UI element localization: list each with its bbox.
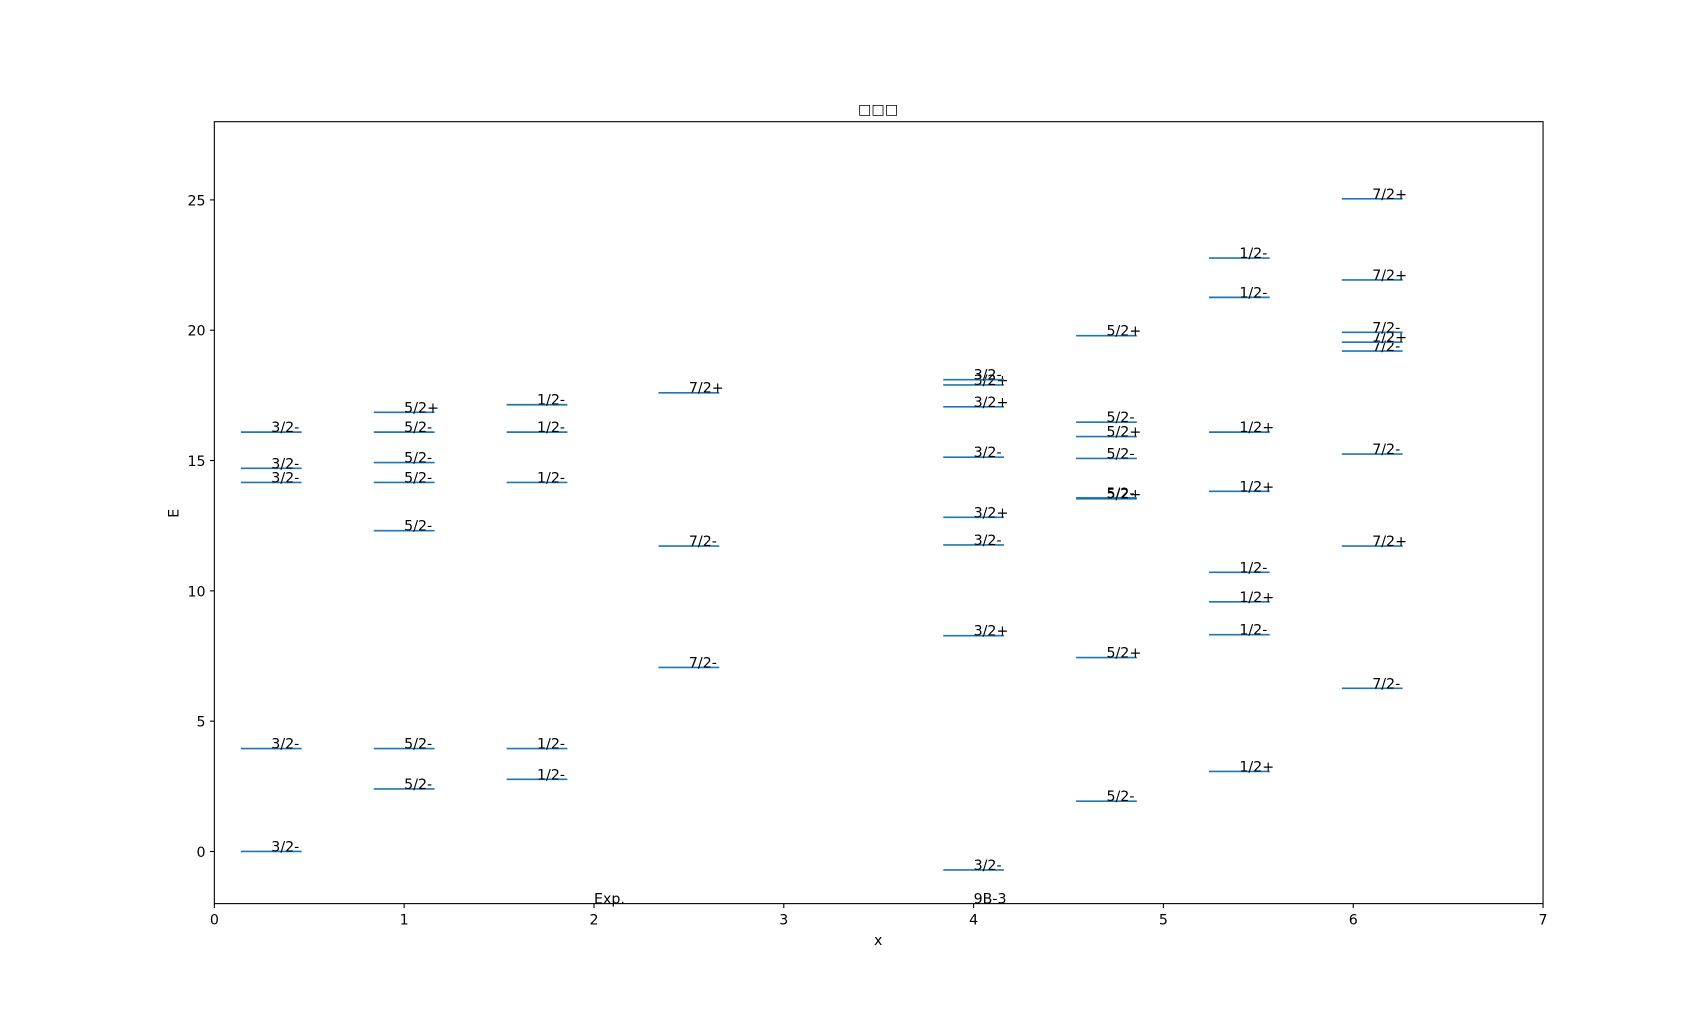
level-label: 3/2-	[974, 445, 1002, 461]
level-label: 5/2+	[1106, 487, 1141, 503]
y-tick-label: 10	[188, 584, 206, 600]
level-label: 5/2-	[404, 451, 432, 467]
level-label: 1/2-	[1239, 560, 1267, 576]
level-label: 7/2+	[1372, 268, 1407, 284]
level-label: 3/2-	[271, 456, 299, 472]
x-tick-label: 4	[969, 912, 978, 928]
level-label: 5/2-	[404, 519, 432, 535]
level-label: 1/2+	[1239, 420, 1274, 436]
chart-title: □□□	[858, 102, 898, 118]
level-label: 3/2+	[974, 624, 1009, 640]
level-label: 1/2-	[1239, 285, 1267, 301]
level-label: 5/2-	[1106, 410, 1134, 426]
plot-frame	[213, 121, 1544, 905]
level-label: 5/2-	[1106, 446, 1134, 462]
level-label: 1/2-	[537, 420, 565, 436]
level-label: 5/2+	[1106, 646, 1141, 662]
level-label: 1/2-	[537, 737, 565, 753]
x-tick-label: 2	[589, 912, 598, 928]
x-tick-label: 0	[210, 912, 219, 928]
level-label: 3/2+	[974, 395, 1009, 411]
y-tick-label: 0	[197, 845, 206, 861]
level-label: 5/2-	[1106, 486, 1134, 502]
level-label: 5/2-	[404, 470, 432, 486]
annotation: 9B-3	[974, 892, 1007, 908]
level-label: 7/2+	[1372, 534, 1407, 550]
level-label: 7/2-	[1372, 320, 1400, 336]
level-label: 5/2-	[1106, 789, 1134, 805]
level-label: 3/2-	[974, 368, 1002, 384]
level-label: 1/2-	[1239, 623, 1267, 639]
level-label: 7/2-	[1372, 339, 1400, 355]
level-label: 7/2+	[1372, 330, 1407, 346]
level-label: 1/2+	[1239, 759, 1274, 775]
level-label: 3/2+	[974, 505, 1009, 521]
x-axis-label: x	[874, 933, 882, 949]
level-label: 3/2-	[271, 470, 299, 486]
level-label: 5/2+	[1106, 425, 1141, 441]
y-tick-label: 20	[188, 324, 206, 340]
x-tick-label: 3	[779, 912, 788, 928]
level-label: 3/2-	[271, 420, 299, 436]
level-label: 1/2-	[1239, 246, 1267, 262]
x-tick-label: 5	[1159, 912, 1168, 928]
y-axis-label: E	[166, 509, 182, 518]
level-label: 7/2-	[689, 655, 717, 671]
level-label: 1/2+	[1239, 479, 1274, 495]
x-tick-label: 1	[400, 912, 409, 928]
y-tick-label: 25	[188, 193, 206, 209]
level-label: 5/2-	[404, 737, 432, 753]
level-label: 7/2+	[1372, 187, 1407, 203]
level-label: 3/2+	[974, 373, 1009, 389]
level-label: 3/2-	[271, 737, 299, 753]
level-label: 3/2-	[974, 858, 1002, 874]
level-label: 7/2-	[1372, 442, 1400, 458]
level-label: 7/2+	[689, 381, 724, 397]
level-label: 1/2-	[537, 470, 565, 486]
level-label: 1/2-	[537, 393, 565, 409]
level-label: 7/2-	[1372, 676, 1400, 692]
level-label: 5/2-	[404, 420, 432, 436]
x-tick-label: 7	[1539, 912, 1548, 928]
level-label: 3/2-	[974, 533, 1002, 549]
level-label: 5/2-	[404, 777, 432, 793]
level-label: 3/2-	[271, 839, 299, 855]
annotation: Exp.	[594, 892, 625, 908]
level-label: 7/2-	[689, 534, 717, 550]
x-tick-label: 6	[1349, 912, 1358, 928]
level-label: 1/2-	[537, 767, 565, 783]
y-tick-label: 5	[197, 715, 206, 731]
level-label: 1/2+	[1239, 590, 1274, 606]
level-label: 5/2+	[404, 400, 439, 416]
level-label: 5/2+	[1106, 324, 1141, 340]
y-tick-label: 15	[188, 454, 206, 470]
